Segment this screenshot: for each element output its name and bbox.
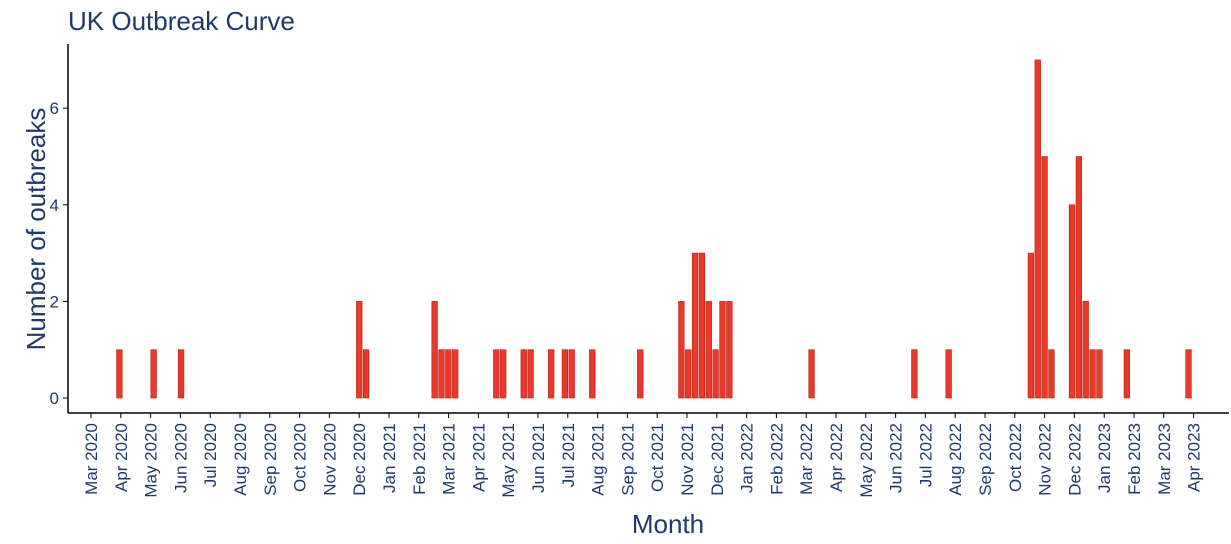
bar xyxy=(452,349,459,399)
x-tick-label: Oct 2021 xyxy=(648,423,667,492)
bar xyxy=(150,349,157,399)
x-tick-label: Jul 2020 xyxy=(201,423,220,487)
y-tick-label: 4 xyxy=(50,196,59,215)
x-tick-label: Aug 2021 xyxy=(589,423,608,496)
x-tick-label: Mar 2022 xyxy=(797,423,816,495)
x-tick-label: Feb 2023 xyxy=(1125,423,1144,495)
bar xyxy=(1082,301,1089,399)
bar xyxy=(698,252,706,399)
x-tick-label: Oct 2022 xyxy=(1006,423,1025,492)
bar xyxy=(685,349,692,399)
x-tick-label: Mar 2023 xyxy=(1155,423,1174,495)
x-tick-label: Jul 2021 xyxy=(559,423,578,487)
bar xyxy=(445,349,452,399)
bar xyxy=(1089,349,1096,399)
bar xyxy=(1027,252,1035,399)
bar xyxy=(1123,349,1130,399)
bar xyxy=(637,349,644,399)
bar xyxy=(431,301,438,399)
x-tick-label: Apr 2020 xyxy=(112,423,131,492)
bar xyxy=(438,349,445,399)
x-tick-label: May 2021 xyxy=(499,423,518,498)
x-tick-label: Jul 2022 xyxy=(916,423,935,487)
x-tick-label: Jan 2022 xyxy=(738,423,757,493)
y-ticks: 0 2 4 6 xyxy=(50,99,68,408)
x-tick-label: Nov 2020 xyxy=(320,423,339,496)
bar xyxy=(548,349,555,399)
x-tick-label: Sep 2020 xyxy=(261,423,280,496)
x-axis-title: Month xyxy=(632,509,704,539)
bar xyxy=(1075,156,1082,399)
x-tick-label: May 2022 xyxy=(857,423,876,498)
bar xyxy=(493,349,500,399)
x-tick-label: Apr 2022 xyxy=(827,423,846,492)
bar xyxy=(520,349,527,399)
x-tick-label: Nov 2021 xyxy=(678,423,697,496)
bar xyxy=(945,349,952,399)
x-tick-label: Dec 2020 xyxy=(350,423,369,496)
bars xyxy=(116,59,1192,399)
x-tick-label: Aug 2022 xyxy=(946,423,965,496)
x-tick-label: Mar 2021 xyxy=(440,423,459,495)
x-tick-label: Apr 2021 xyxy=(469,423,488,492)
bar xyxy=(116,349,123,399)
bar xyxy=(527,349,534,399)
x-tick-label: Jan 2021 xyxy=(380,423,399,493)
bar xyxy=(1185,349,1192,399)
y-axis-title: Number of outbreaks xyxy=(21,108,51,351)
x-tick-label: Jun 2020 xyxy=(171,423,190,493)
bar xyxy=(362,349,370,399)
x-tick-label: Mar 2020 xyxy=(82,423,101,495)
x-tick-label: Aug 2020 xyxy=(231,423,250,496)
x-tick-label: Dec 2021 xyxy=(708,423,727,496)
bar xyxy=(712,349,719,399)
x-ticks: Mar 2020 Apr 2020 May 2020 Jun 2020 Jul 2020… xyxy=(82,413,1204,498)
x-tick-label: Jun 2022 xyxy=(887,423,906,493)
x-tick-label: Dec 2022 xyxy=(1065,423,1084,496)
x-tick-label: Jun 2021 xyxy=(529,423,548,493)
y-tick-label: 0 xyxy=(50,389,59,408)
chart-title: UK Outbreak Curve xyxy=(68,6,295,36)
y-tick-label: 6 xyxy=(50,99,59,118)
bar xyxy=(808,349,815,399)
x-tick-label: Oct 2020 xyxy=(291,423,310,492)
bar xyxy=(1096,349,1103,399)
bar xyxy=(726,301,733,399)
bar xyxy=(589,349,596,399)
bar xyxy=(561,349,568,399)
bar xyxy=(1034,59,1041,399)
bar xyxy=(691,252,699,399)
bar xyxy=(356,301,363,399)
x-tick-label: Feb 2022 xyxy=(767,423,786,495)
bar xyxy=(911,349,918,399)
x-tick-label: Apr 2023 xyxy=(1185,423,1204,492)
bar xyxy=(678,301,685,399)
bar xyxy=(1048,349,1055,399)
bar xyxy=(1041,156,1048,399)
bar xyxy=(177,349,185,399)
x-tick-label: May 2020 xyxy=(142,423,161,498)
bar xyxy=(719,301,726,399)
x-tick-label: Sep 2021 xyxy=(618,423,637,496)
bar xyxy=(1068,204,1076,399)
bar xyxy=(500,349,507,399)
x-tick-label: Nov 2022 xyxy=(1036,423,1055,496)
x-tick-label: Feb 2021 xyxy=(410,423,429,495)
x-tick-label: Sep 2022 xyxy=(976,423,995,496)
bar xyxy=(568,349,575,399)
x-tick-label: Jan 2023 xyxy=(1095,423,1114,493)
y-tick-label: 2 xyxy=(50,292,59,311)
bar xyxy=(705,301,712,399)
